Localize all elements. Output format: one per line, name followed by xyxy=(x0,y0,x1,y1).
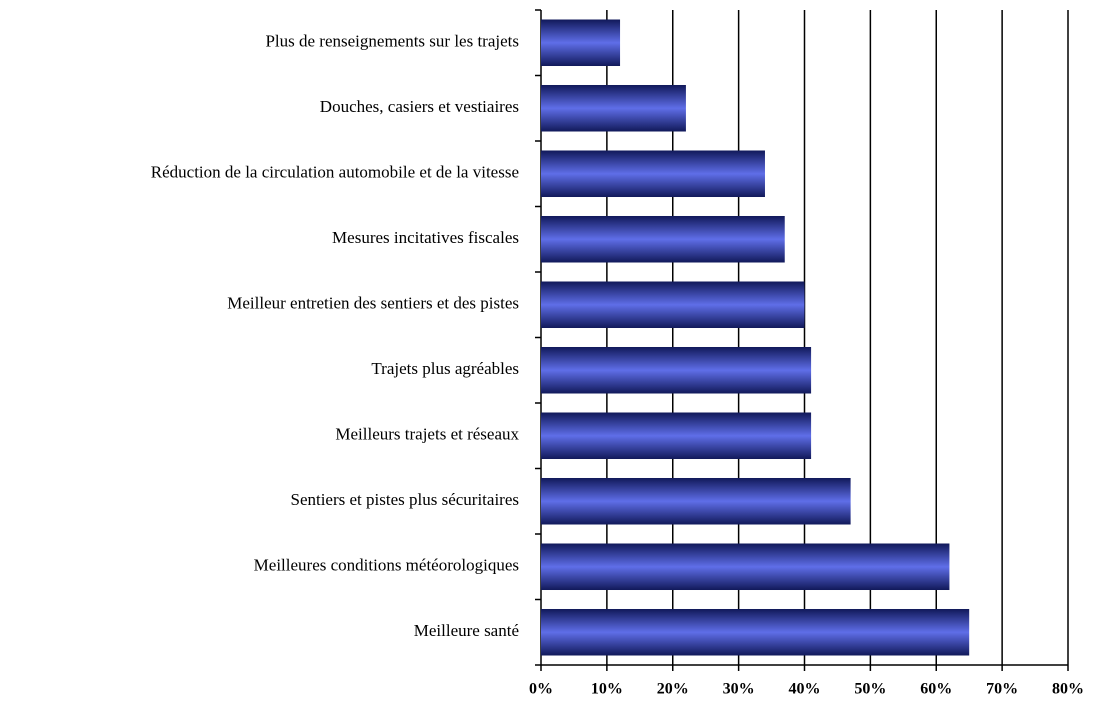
bar xyxy=(541,281,805,329)
x-tick-label: 20% xyxy=(657,681,689,698)
bar xyxy=(541,543,950,591)
y-tick-label: Sentiers et pistes plus sécuritaires xyxy=(290,490,519,509)
bar xyxy=(541,215,785,263)
bar xyxy=(541,412,812,460)
x-tick-label: 0% xyxy=(529,681,553,698)
y-tick-label: Meilleures conditions météorologiques xyxy=(254,556,519,575)
bar xyxy=(541,84,686,132)
bar xyxy=(541,150,765,198)
y-tick-label: Trajets plus agréables xyxy=(371,359,519,378)
bar xyxy=(541,346,812,394)
bar xyxy=(541,19,621,67)
x-tick-label: 60% xyxy=(920,681,952,698)
x-tick-label: 50% xyxy=(854,681,886,698)
y-tick-label: Meilleure santé xyxy=(414,621,519,640)
y-tick-label: Meilleur entretien des sentiers et des p… xyxy=(227,294,519,313)
bar xyxy=(541,477,851,525)
x-tick-label: 70% xyxy=(986,681,1018,698)
x-tick-label: 10% xyxy=(591,681,623,698)
y-tick-label: Meilleurs trajets et réseaux xyxy=(335,425,519,444)
bar xyxy=(541,608,970,656)
x-tick-label: 40% xyxy=(789,681,821,698)
x-tick-label: 30% xyxy=(723,681,755,698)
y-tick-label: Réduction de la circulation automobile e… xyxy=(151,163,519,182)
y-tick-label: Plus de renseignements sur les trajets xyxy=(265,32,519,51)
x-tick-label: 80% xyxy=(1052,681,1084,698)
y-tick-label: Mesures incitatives fiscales xyxy=(332,228,519,247)
y-tick-label: Douches, casiers et vestiaires xyxy=(320,97,519,116)
